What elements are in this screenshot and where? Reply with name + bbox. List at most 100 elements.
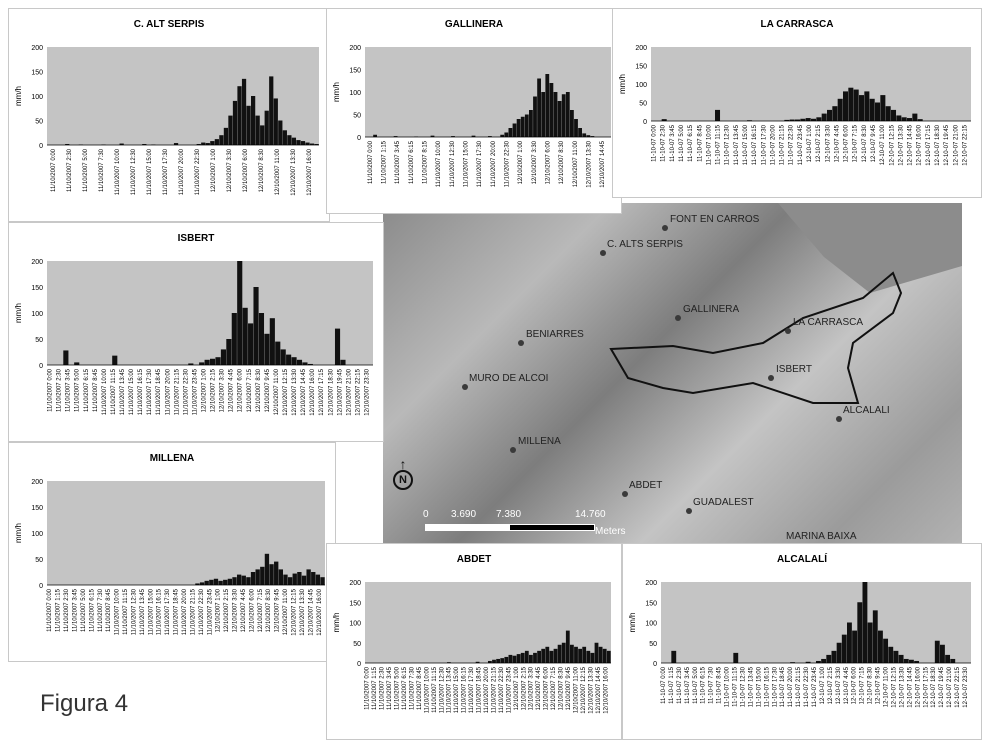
x-tick-label: 11/10/2007 12:30 — [439, 666, 445, 713]
place-label-gallinera: GALLINERA — [683, 304, 740, 315]
bar — [907, 118, 913, 121]
y-tick-label: 150 — [645, 600, 657, 607]
plot-area — [47, 481, 325, 585]
bar — [590, 652, 595, 663]
x-tick-label: 11-10-07 3:45 — [670, 124, 676, 162]
bar — [306, 569, 311, 585]
x-tick-label: 11/10/2007 11:15 — [123, 588, 129, 634]
bar — [811, 118, 817, 121]
bar — [209, 579, 214, 585]
bar — [241, 78, 247, 145]
bar — [883, 638, 889, 663]
place-label-marina-baixa: MARINA BAIXA — [786, 531, 857, 542]
bar — [218, 580, 223, 585]
x-tick-label: 12-10-07 19:45 — [939, 666, 945, 707]
bar — [269, 76, 274, 145]
bar — [475, 661, 480, 663]
bar — [274, 561, 279, 585]
bar — [301, 575, 307, 585]
bar — [529, 110, 533, 137]
bar — [119, 143, 124, 145]
bar — [602, 648, 607, 663]
x-tick-label: 11-10-07 17:30 — [772, 666, 778, 707]
x-tick-label: 11/10/2007 15:00 — [454, 666, 460, 713]
bar — [296, 140, 301, 145]
y-tick-label: 200 — [635, 45, 647, 52]
scale-tick-1: 3.690 — [451, 509, 477, 520]
bar — [848, 87, 854, 121]
x-tick-label: 11/10/2007 1:15 — [382, 140, 388, 184]
bar — [549, 650, 554, 663]
bar — [661, 119, 667, 121]
x-tick-label: 11-10-07 7:30 — [709, 666, 715, 704]
bar — [300, 141, 306, 145]
bar — [561, 642, 566, 663]
bar — [199, 582, 205, 585]
x-tick-label: 11/10/2007 17:30 — [165, 588, 171, 635]
bar — [63, 350, 69, 365]
bar — [875, 102, 881, 121]
y-axis-label: mm/h — [628, 613, 637, 633]
x-tick-label: 11/10/2007 10:00 — [115, 148, 121, 195]
x-tick-label: 11/10/2007 18:45 — [156, 368, 162, 415]
x-tick-label: 11/10/2007 5:00 — [395, 666, 401, 710]
y-axis-label: mm/h — [14, 303, 23, 323]
x-tick-label: 11/10/2007 5:00 — [81, 588, 87, 632]
x-tick-label: 11/10/2007 20:00 — [165, 368, 171, 415]
bar — [251, 96, 256, 145]
bar — [541, 92, 546, 137]
place-label-font-en-carros: FONT EN CARROS — [670, 214, 760, 225]
place-dot-alcalali — [836, 416, 842, 422]
bar — [578, 648, 582, 663]
x-tick-label: 11/10/2007 13:45 — [140, 588, 146, 635]
bar — [590, 136, 595, 137]
x-tick-label: 11/10/2007 0:00 — [365, 666, 371, 710]
bar — [878, 630, 883, 663]
bar — [816, 660, 821, 663]
bar — [205, 143, 210, 145]
plot-area — [365, 47, 611, 137]
x-tick-label: 11/10/2007 13:45 — [120, 368, 126, 415]
bar — [241, 575, 246, 585]
x-tick-label: 11/10/2007 0:00 — [368, 140, 374, 184]
bar — [296, 359, 303, 365]
bar — [500, 658, 505, 663]
x-tick-label: 11/10/2007 20:00 — [182, 588, 188, 635]
x-tick-label: 12-10-07 3:30 — [825, 124, 831, 162]
bar — [260, 566, 265, 585]
x-tick-label: 12/10/2007 6:00 — [249, 588, 255, 632]
bar — [914, 660, 920, 663]
x-tick-label: 11/10/2007 22:30 — [195, 148, 201, 195]
x-tick-label: 11-10-07 21:15 — [796, 666, 802, 707]
bar — [255, 115, 260, 145]
bar — [537, 78, 541, 137]
bar — [837, 98, 843, 121]
x-tick-label: 11-10-07 3:45 — [685, 666, 691, 704]
north-label: N — [393, 470, 413, 490]
y-tick-label: 200 — [31, 259, 43, 266]
bar — [314, 144, 319, 145]
x-tick-label: 12-10-07 11:00 — [880, 124, 886, 165]
bar — [297, 572, 302, 585]
chart-title: C. ALT SERPIS — [134, 19, 205, 30]
y-axis-label: mm/h — [14, 523, 23, 543]
place-dot-isbert — [768, 375, 774, 381]
bar — [248, 323, 254, 365]
x-tick-label: 11/10/2007 2:30 — [64, 588, 70, 632]
bar — [582, 133, 587, 137]
x-tick-label: 12/10/2007 4:45 — [536, 666, 542, 710]
x-tick-label: 12/10/2007 12:15 — [292, 588, 298, 635]
x-tick-label: 11-10-07 22:30 — [804, 666, 810, 707]
bar — [227, 578, 233, 585]
x-tick-label: 11/10/2007 8:45 — [93, 368, 99, 412]
bar — [827, 109, 833, 121]
bar — [836, 642, 842, 663]
bar — [896, 115, 902, 121]
x-tick-label: 11-10-07 15:00 — [743, 124, 749, 165]
bar — [950, 658, 956, 663]
x-tick-label: 12/10/2007 13:30 — [587, 140, 593, 187]
x-tick-label: 11/10/2007 10:00 — [436, 140, 442, 187]
bar — [315, 574, 321, 585]
bar — [821, 658, 827, 663]
